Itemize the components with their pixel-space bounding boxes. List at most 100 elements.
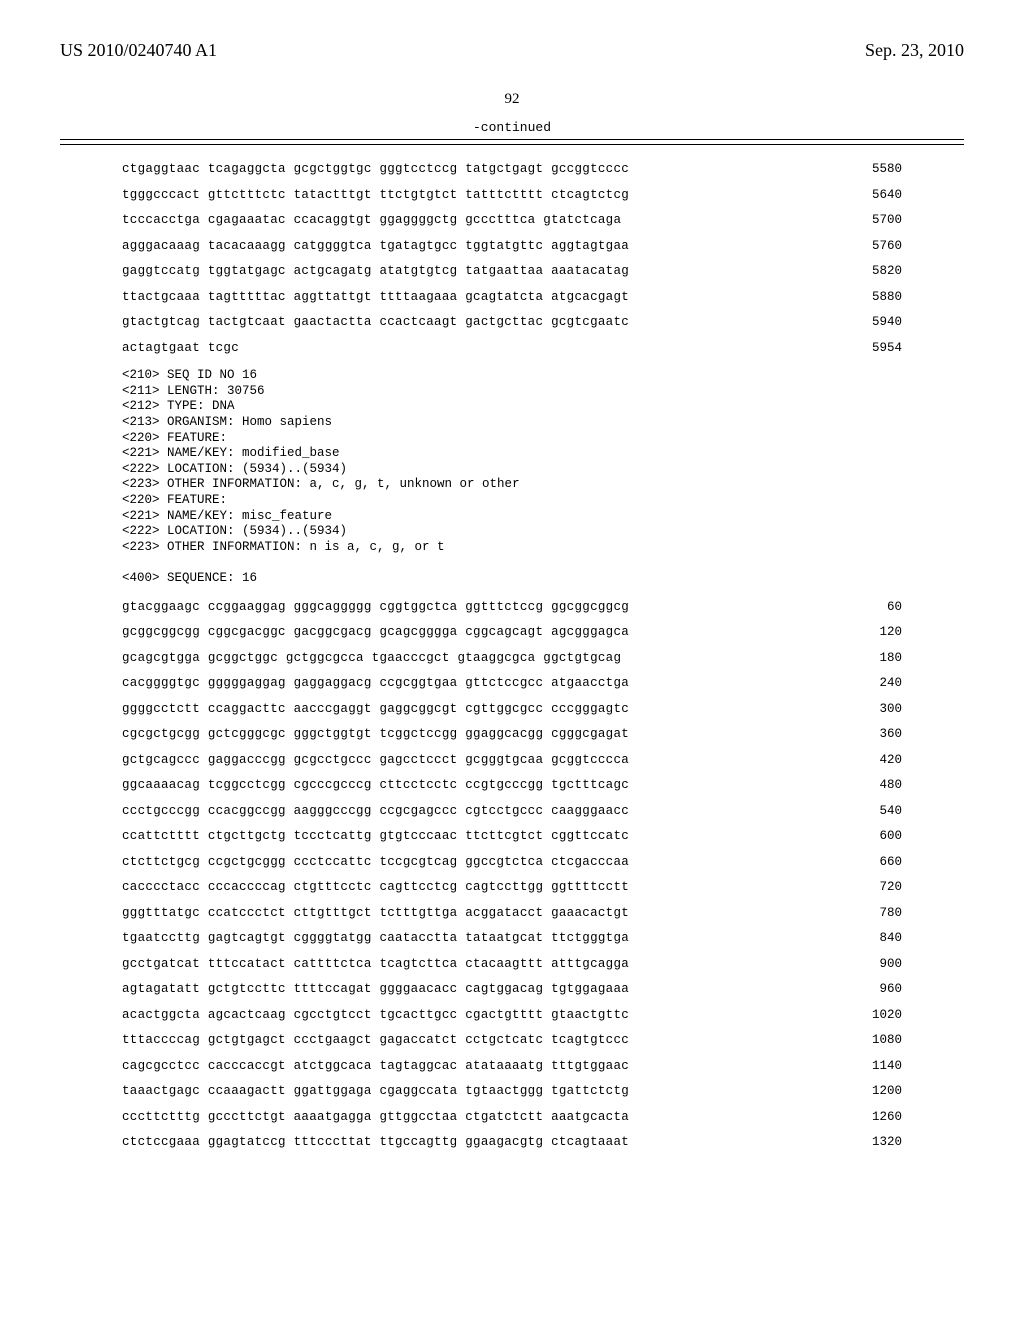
sequence-position: 240 [852, 677, 902, 690]
sequence-position: 360 [852, 728, 902, 741]
sequence-position: 600 [852, 830, 902, 843]
sequence-position: 1320 [852, 1136, 902, 1149]
sequence-metadata: <210> SEQ ID NO 16 <211> LENGTH: 30756 <… [122, 368, 902, 587]
sequence-text: cgcgctgcgg gctcgggcgc gggctggtgt tcggctc… [122, 728, 629, 741]
sequence-position: 1260 [852, 1111, 902, 1124]
rule-top [60, 139, 964, 140]
sequence-text: ctctccgaaa ggagtatccg tttcccttat ttgccag… [122, 1136, 629, 1149]
sequence-text: gctgcagccc gaggacccgg gcgcctgccc gagcctc… [122, 754, 629, 767]
sequence-row: gcagcgtgga gcggctggc gctggcgcca tgaacccg… [122, 652, 902, 665]
sequence-text: ttactgcaaa tagtttttac aggttattgt ttttaag… [122, 291, 629, 304]
sequence-position: 540 [852, 805, 902, 818]
sequence-block-upper: ctgaggtaac tcagaggcta gcgctggtgc gggtcct… [122, 163, 902, 354]
sequence-row: ctcttctgcg ccgctgcggg ccctccattc tccgcgt… [122, 856, 902, 869]
sequence-row: gggtttatgc ccatccctct cttgtttgct tctttgt… [122, 907, 902, 920]
continued-label: -continued [60, 120, 964, 135]
sequence-row: gcggcggcgg cggcgacggc gacggcgacg gcagcgg… [122, 626, 902, 639]
sequence-row: actagtgaat tcgc 5954 [122, 342, 902, 355]
sequence-position: 60 [852, 601, 902, 614]
sequence-position: 5954 [852, 342, 902, 355]
sequence-text: gcctgatcat tttccatact cattttctca tcagtct… [122, 958, 629, 971]
sequence-block-lower: gtacggaagc ccggaaggag gggcaggggg cggtggc… [122, 601, 902, 1149]
sequence-text: tttaccccag gctgtgagct ccctgaagct gagacca… [122, 1034, 629, 1047]
sequence-row: cccttctttg gcccttctgt aaaatgagga gttggcc… [122, 1111, 902, 1124]
sequence-position: 5940 [852, 316, 902, 329]
publication-number: US 2010/0240740 A1 [60, 40, 217, 61]
sequence-position: 840 [852, 932, 902, 945]
sequence-position: 720 [852, 881, 902, 894]
sequence-row: ggcaaaacag tcggcctcgg cgcccgcccg cttcctc… [122, 779, 902, 792]
sequence-row: cacggggtgc gggggaggag gaggaggacg ccgcggt… [122, 677, 902, 690]
sequence-position: 5760 [852, 240, 902, 253]
sequence-text: gtactgtcag tactgtcaat gaactactta ccactca… [122, 316, 629, 329]
sequence-row: taaactgagc ccaaagactt ggattggaga cgaggcc… [122, 1085, 902, 1098]
sequence-text: tcccacctga cgagaaatac ccacaggtgt ggagggg… [122, 214, 621, 227]
sequence-text: agggacaaag tacacaaagg catggggtca tgatagt… [122, 240, 629, 253]
sequence-position: 480 [852, 779, 902, 792]
sequence-position: 5820 [852, 265, 902, 278]
sequence-position: 1020 [852, 1009, 902, 1022]
sequence-text: cacggggtgc gggggaggag gaggaggacg ccgcggt… [122, 677, 629, 690]
sequence-row: tttaccccag gctgtgagct ccctgaagct gagacca… [122, 1034, 902, 1047]
sequence-position: 300 [852, 703, 902, 716]
sequence-row: ctgaggtaac tcagaggcta gcgctggtgc gggtcct… [122, 163, 902, 176]
sequence-text: cccttctttg gcccttctgt aaaatgagga gttggcc… [122, 1111, 629, 1124]
sequence-row: ggggcctctt ccaggacttc aacccgaggt gaggcgg… [122, 703, 902, 716]
sequence-row: ccattctttt ctgcttgctg tccctcattg gtgtccc… [122, 830, 902, 843]
sequence-row: gaggtccatg tggtatgagc actgcagatg atatgtg… [122, 265, 902, 278]
sequence-text: ccctgcccgg ccacggccgg aagggcccgg ccgcgag… [122, 805, 629, 818]
sequence-position: 120 [852, 626, 902, 639]
sequence-row: ccctgcccgg ccacggccgg aagggcccgg ccgcgag… [122, 805, 902, 818]
patent-page: US 2010/0240740 A1 Sep. 23, 2010 92 -con… [0, 0, 1024, 1320]
sequence-text: ggcaaaacag tcggcctcgg cgcccgcccg cttcctc… [122, 779, 629, 792]
sequence-text: gggtttatgc ccatccctct cttgtttgct tctttgt… [122, 907, 629, 920]
sequence-row: acactggcta agcactcaag cgcctgtcct tgcactt… [122, 1009, 902, 1022]
sequence-text: tgggcccact gttctttctc tatactttgt ttctgtg… [122, 189, 629, 202]
publication-date: Sep. 23, 2010 [865, 40, 964, 61]
sequence-text: gtacggaagc ccggaaggag gggcaggggg cggtggc… [122, 601, 629, 614]
sequence-row: gcctgatcat tttccatact cattttctca tcagtct… [122, 958, 902, 971]
sequence-position: 960 [852, 983, 902, 996]
sequence-row: ctctccgaaa ggagtatccg tttcccttat ttgccag… [122, 1136, 902, 1149]
sequence-position: 660 [852, 856, 902, 869]
sequence-row: gtacggaagc ccggaaggag gggcaggggg cggtggc… [122, 601, 902, 614]
sequence-position: 5580 [852, 163, 902, 176]
page-number: 92 [60, 91, 964, 108]
sequence-row: cgcgctgcgg gctcgggcgc gggctggtgt tcggctc… [122, 728, 902, 741]
sequence-text: ctgaggtaac tcagaggcta gcgctggtgc gggtcct… [122, 163, 629, 176]
sequence-row: tgaatccttg gagtcagtgt cggggtatgg caatacc… [122, 932, 902, 945]
sequence-position: 420 [852, 754, 902, 767]
sequence-row: gtactgtcag tactgtcaat gaactactta ccactca… [122, 316, 902, 329]
sequence-text: gaggtccatg tggtatgagc actgcagatg atatgtg… [122, 265, 629, 278]
sequence-position: 5700 [852, 214, 902, 227]
sequence-row: cacccctacc cccaccccag ctgtttcctc cagttcc… [122, 881, 902, 894]
sequence-text: cagcgcctcc cacccaccgt atctggcaca tagtagg… [122, 1060, 629, 1073]
sequence-position: 180 [852, 652, 902, 665]
sequence-text: ccattctttt ctgcttgctg tccctcattg gtgtccc… [122, 830, 629, 843]
rule-under [60, 144, 964, 145]
sequence-text: taaactgagc ccaaagactt ggattggaga cgaggcc… [122, 1085, 629, 1098]
sequence-row: ttactgcaaa tagtttttac aggttattgt ttttaag… [122, 291, 902, 304]
sequence-position: 5880 [852, 291, 902, 304]
sequence-text: gcagcgtgga gcggctggc gctggcgcca tgaacccg… [122, 652, 621, 665]
sequence-text: cacccctacc cccaccccag ctgtttcctc cagttcc… [122, 881, 629, 894]
sequence-text: ctcttctgcg ccgctgcggg ccctccattc tccgcgt… [122, 856, 629, 869]
sequence-position: 1140 [852, 1060, 902, 1073]
sequence-row: tcccacctga cgagaaatac ccacaggtgt ggagggg… [122, 214, 902, 227]
sequence-row: gctgcagccc gaggacccgg gcgcctgccc gagcctc… [122, 754, 902, 767]
sequence-position: 1200 [852, 1085, 902, 1098]
sequence-text: actagtgaat tcgc [122, 342, 239, 355]
sequence-row: tgggcccact gttctttctc tatactttgt ttctgtg… [122, 189, 902, 202]
sequence-text: gcggcggcgg cggcgacggc gacggcgacg gcagcgg… [122, 626, 629, 639]
sequence-row: agggacaaag tacacaaagg catggggtca tgatagt… [122, 240, 902, 253]
sequence-position: 900 [852, 958, 902, 971]
sequence-text: tgaatccttg gagtcagtgt cggggtatgg caatacc… [122, 932, 629, 945]
sequence-text: ggggcctctt ccaggacttc aacccgaggt gaggcgg… [122, 703, 629, 716]
sequence-row: agtagatatt gctgtccttc ttttccagat ggggaac… [122, 983, 902, 996]
sequence-position: 1080 [852, 1034, 902, 1047]
sequence-text: acactggcta agcactcaag cgcctgtcct tgcactt… [122, 1009, 629, 1022]
sequence-position: 780 [852, 907, 902, 920]
sequence-row: cagcgcctcc cacccaccgt atctggcaca tagtagg… [122, 1060, 902, 1073]
sequence-text: agtagatatt gctgtccttc ttttccagat ggggaac… [122, 983, 629, 996]
sequence-position: 5640 [852, 189, 902, 202]
